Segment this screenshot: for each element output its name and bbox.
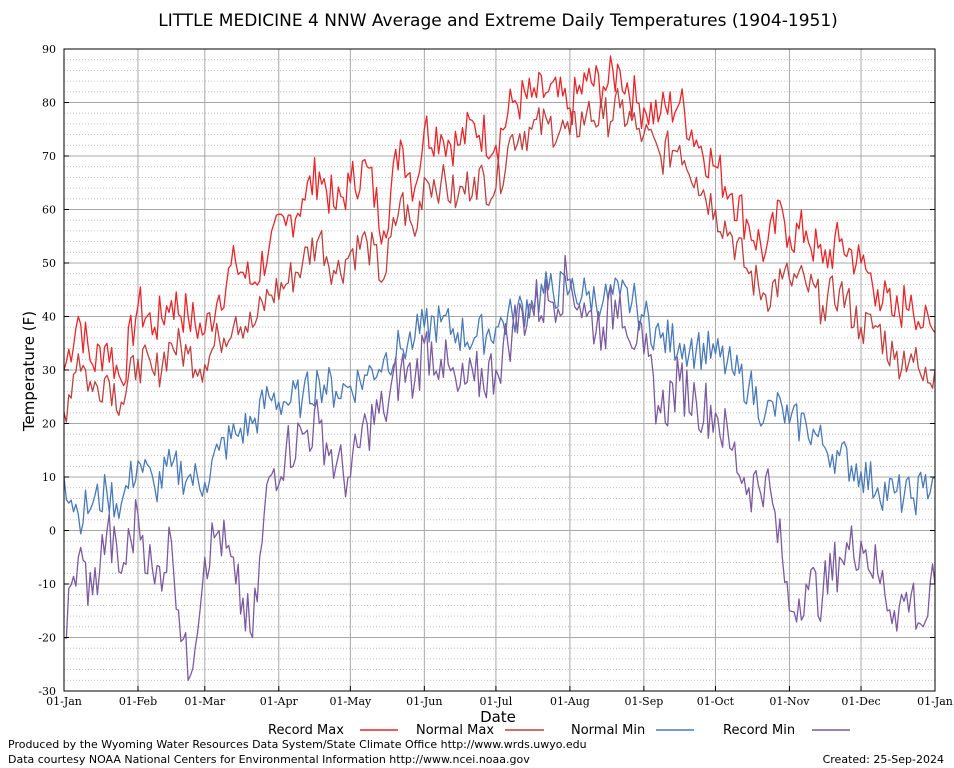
series-line-record-min: [63, 254, 936, 681]
series-layer: [63, 55, 936, 681]
footer-data-courtesy: Data courtesy NOAA National Centers for …: [8, 753, 530, 766]
y-tick-label: 70: [42, 150, 56, 163]
x-axis-ticks: 01-Jan 01-Feb 01-Mar 01-Apr 01-May 01-Jun 01-J…: [46, 686, 953, 708]
x-tick-label: 01-May: [329, 695, 372, 708]
x-axis-label: Date: [480, 708, 516, 726]
x-tick-label: 01-Nov: [769, 695, 810, 708]
y-tick-label: -10: [38, 578, 56, 591]
x-tick-label: 01-Mar: [184, 695, 226, 708]
x-tick-label: 01-Sep: [624, 695, 663, 708]
y-tick-label: 80: [42, 97, 56, 110]
footer-produced-by: Produced by the Wyoming Water Resources …: [8, 738, 587, 751]
x-tick-label: 01-Aug: [550, 695, 590, 708]
legend-record-max-label: Record Max: [268, 723, 344, 738]
y-tick-label: -20: [38, 632, 56, 645]
y-tick-label: 50: [42, 257, 56, 270]
x-tick-label: 01-Jan: [46, 695, 82, 708]
y-tick-label: 20: [42, 418, 56, 431]
y-tick-label: 60: [42, 204, 56, 217]
x-tick-label: 01-Feb: [119, 695, 157, 708]
y-axis-ticks: -30 -20 -10 0 10 20 30 40 50 60 70 80 90: [38, 43, 935, 698]
series-line-normal-min: [63, 271, 936, 535]
y-tick-label: -30: [38, 685, 56, 698]
footer-created: Created: 25-Sep-2024: [822, 753, 944, 766]
y-tick-label: 10: [42, 471, 56, 484]
y-tick-label: 90: [42, 43, 56, 56]
legend: Record Max Normal Max Normal Min Record …: [268, 723, 850, 738]
x-tick-label: 01-Apr: [260, 695, 299, 708]
y-axis-label: Temperature (F): [20, 311, 38, 432]
y-tick-label: 30: [42, 364, 56, 377]
x-tick-label: 01-Jul: [480, 695, 513, 708]
chart-title: LITTLE MEDICINE 4 NNW Average and Extrem…: [158, 11, 838, 31]
x-tick-label: 01-Jun: [406, 695, 442, 708]
series-line-normal-max: [63, 87, 936, 423]
legend-normal-max-label: Normal Max: [416, 723, 494, 738]
x-tick-label: 01-Jan: [917, 695, 953, 708]
x-tick-label: 01-Dec: [841, 695, 880, 708]
y-tick-label: 0: [49, 525, 56, 538]
legend-normal-min-label: Normal Min: [571, 723, 645, 738]
x-tick-label: 01-Oct: [697, 695, 735, 708]
series-line-record-max: [63, 55, 936, 387]
legend-record-min-label: Record Min: [723, 723, 795, 738]
y-tick-label: 40: [42, 311, 56, 324]
